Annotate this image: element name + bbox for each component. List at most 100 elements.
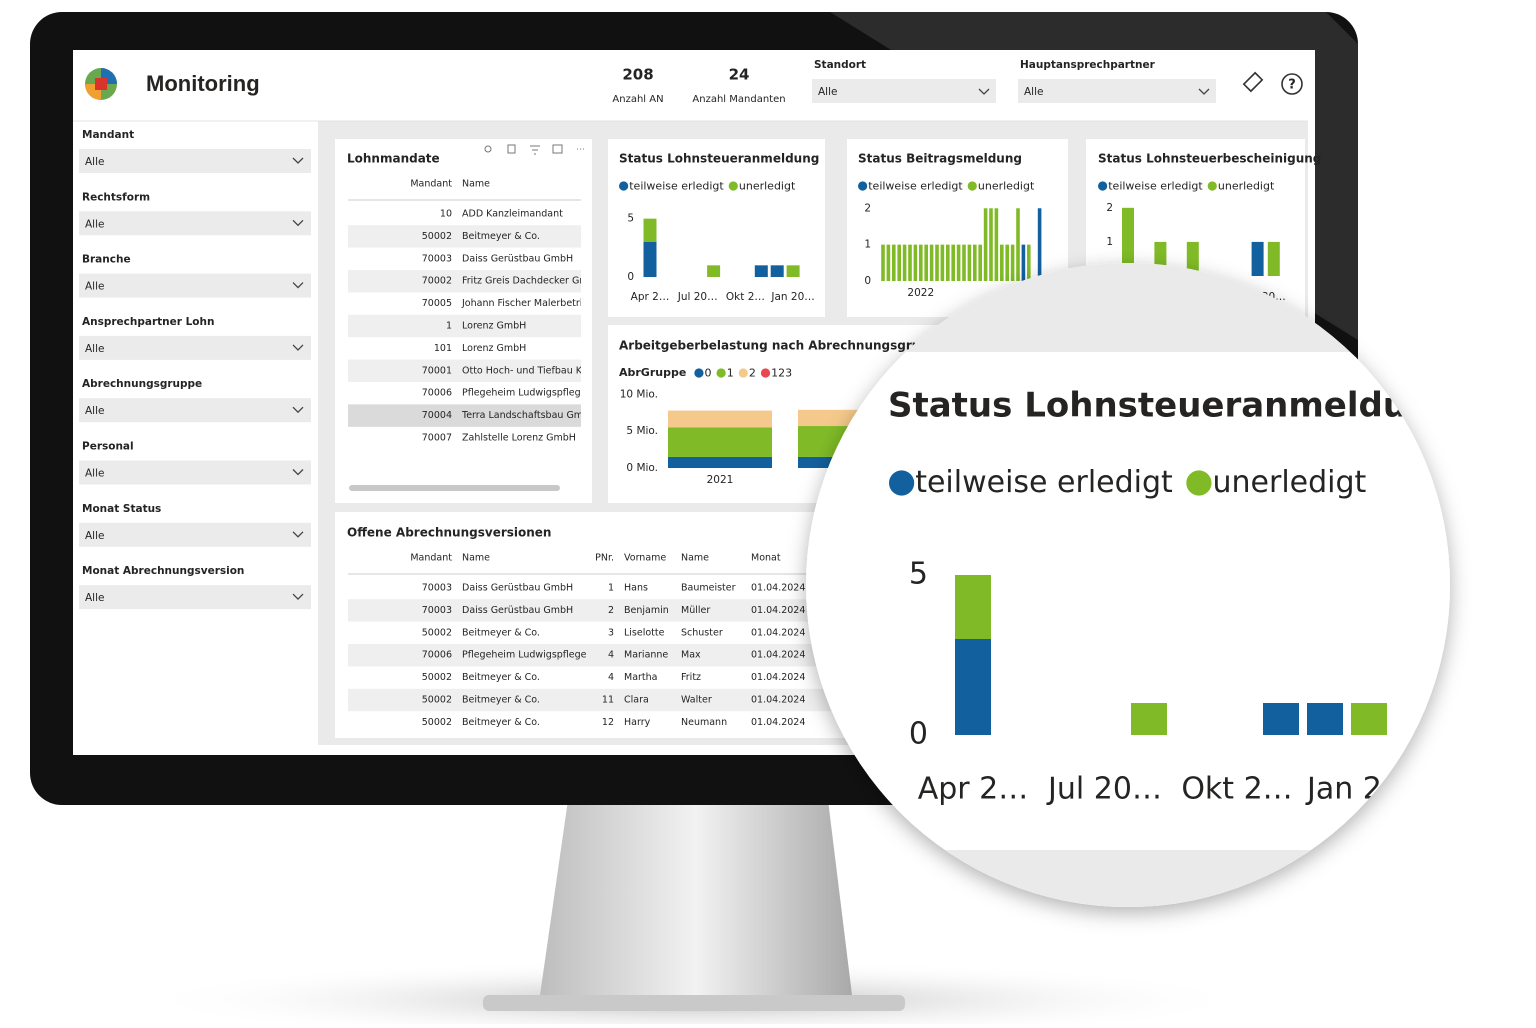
dropdown[interactable]	[79, 585, 311, 610]
legend-dot	[619, 181, 629, 191]
x-tick-label: Jan 20…	[770, 291, 814, 303]
kpi-value: 208	[622, 66, 653, 84]
legend-dot	[738, 368, 748, 378]
bar-segment	[1307, 703, 1343, 735]
row-selected	[348, 404, 581, 427]
logo	[85, 68, 117, 100]
filter-label: Mandant	[82, 129, 134, 141]
y-tick-label: 5	[909, 557, 928, 592]
table-cell: Müller	[681, 605, 710, 616]
table-cell: Daiss Gerüstbau GmbH	[462, 605, 573, 616]
copy-icon[interactable]	[507, 144, 516, 154]
bar-segment	[955, 639, 991, 735]
table-cell: 50002	[422, 672, 452, 683]
table-cell: Beitmeyer & Co.	[462, 231, 540, 242]
bar-segment	[946, 244, 950, 281]
focus-icon[interactable]	[552, 144, 563, 154]
table-cell: 10	[440, 209, 452, 220]
chevron	[292, 593, 304, 601]
legend-dot	[1186, 470, 1212, 496]
filter-label: Branche	[82, 254, 131, 266]
dropdown[interactable]	[79, 398, 311, 423]
table-cell: 1	[608, 583, 614, 594]
y-tick-label: 0	[909, 717, 928, 752]
x-tick-label: Apr 2…	[631, 291, 670, 303]
legend-dot	[889, 470, 915, 496]
column-header: Mandant	[410, 179, 452, 190]
pin-icon[interactable]	[484, 145, 492, 153]
table-cell: Fritz	[681, 672, 701, 683]
dropdown[interactable]	[1018, 79, 1216, 103]
bar-segment	[886, 244, 891, 281]
bar-segment	[770, 265, 784, 277]
table-cell: Lorenz GmbH	[462, 321, 526, 332]
filter-label: Personal	[82, 441, 134, 453]
row-band	[348, 314, 581, 338]
dropdown-value: Alle	[85, 468, 104, 480]
y-tick-label: 0	[627, 271, 634, 283]
bar-segment	[668, 456, 772, 468]
table-cell: Beitmeyer & Co.	[462, 695, 540, 706]
table-cell: 50002	[422, 695, 452, 706]
table-cell: Baumeister	[681, 583, 736, 594]
table-cell: 70001	[422, 365, 452, 376]
dropdown-value: Alle	[818, 86, 837, 98]
kpi-label: Anzahl Mandanten	[692, 94, 785, 105]
zoom-card	[806, 352, 1450, 850]
bar-segment	[1021, 244, 1026, 281]
y-tick-label: 1	[864, 239, 871, 251]
dropdown[interactable]	[812, 79, 996, 103]
dropdown[interactable]	[79, 522, 311, 547]
table-cell: 70005	[422, 298, 452, 309]
eraser-icon[interactable]	[1242, 71, 1264, 93]
row-band	[348, 225, 581, 248]
dropdown[interactable]	[79, 211, 311, 236]
filter-label: Monat Abrechnungsversion	[82, 565, 244, 577]
bar-segment	[668, 410, 772, 428]
dropdown[interactable]	[79, 460, 311, 485]
kpi-label: Anzahl AN	[612, 94, 663, 105]
dropdown[interactable]	[79, 149, 311, 173]
table-cell: Walter	[681, 695, 712, 706]
table-cell: 2	[608, 605, 614, 616]
monitor-stand	[540, 800, 852, 995]
row-band	[348, 359, 581, 382]
table-cell: Terra Landschaftsbau Gmb	[461, 410, 589, 421]
header-icons: ?	[1242, 71, 1303, 95]
table-cell: Beitmeyer & Co.	[462, 717, 540, 728]
chevron	[292, 157, 304, 164]
bar-segment	[983, 208, 988, 281]
table-cell: Lorenz GmbH	[462, 343, 526, 354]
table-cell: 01.04.2024	[751, 605, 805, 616]
table-cell: Johann Fischer Malerbetri	[461, 298, 582, 309]
table-cell: Marianne	[624, 650, 668, 661]
dropdown[interactable]	[79, 273, 311, 298]
table-cell: 70003	[422, 583, 452, 594]
table-cell: Pflegeheim Ludwigspflege	[462, 650, 587, 661]
table-cell: 4	[608, 672, 614, 683]
dropdown-value: Alle	[85, 343, 104, 355]
bar-segment	[1016, 208, 1020, 281]
table-cell: 11	[602, 695, 614, 706]
legend-label: teilweise erledigt	[629, 180, 724, 193]
legend-dot	[1207, 181, 1217, 191]
scrollbar[interactable]	[349, 485, 560, 491]
help-icon[interactable]	[1281, 73, 1303, 95]
filter-label: Ansprechpartner Lohn	[82, 316, 214, 328]
table-cell: Daiss Gerüstbau GmbH	[462, 253, 573, 264]
chevron	[978, 88, 990, 95]
bar-segment	[1000, 244, 1004, 281]
help-glyph: ?	[1288, 78, 1296, 93]
filter-icon[interactable]	[530, 145, 540, 155]
chart-title: Status Lohnsteueranmeldung	[619, 152, 819, 166]
table-cell: ADD Kanzleimandant	[462, 209, 563, 220]
kpi-value: 24	[729, 66, 750, 84]
bar-segment	[908, 244, 912, 281]
magnified-view: Status Lohnsteueranmeldung teilweise erle…	[806, 263, 1450, 907]
dropdown-value: Alle	[85, 530, 104, 542]
dropdown[interactable]	[79, 335, 311, 360]
table-cell: 70004	[422, 410, 452, 421]
dropdown-value: Alle	[85, 405, 104, 417]
table-cell: 70003	[422, 605, 452, 616]
chart-title: Status Beitragsmeldung	[858, 152, 1022, 166]
